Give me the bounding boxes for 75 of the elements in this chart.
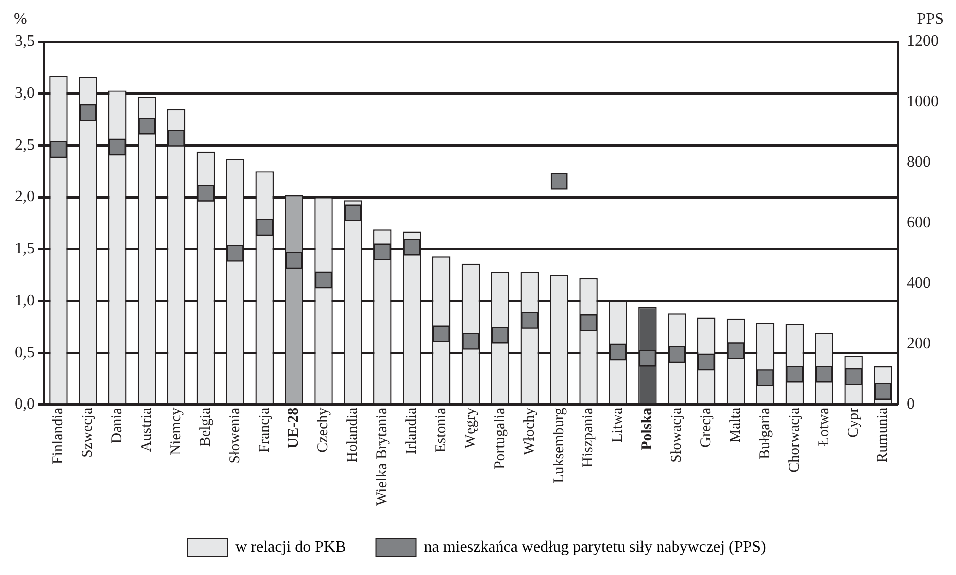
y-axis-title: % xyxy=(14,11,28,28)
y2-tick-label: 0 xyxy=(907,396,915,414)
x-tick-label: Estonia xyxy=(433,408,450,453)
point xyxy=(198,185,214,202)
point xyxy=(728,342,744,360)
y2-tick-label: 1000 xyxy=(907,94,939,111)
x-tick-label: Francja xyxy=(256,408,273,453)
x-tick-label: UE-28 xyxy=(286,408,302,449)
point xyxy=(138,118,156,135)
y2-tick-label: 800 xyxy=(907,154,931,172)
x-tick-label: Słowenia xyxy=(227,408,244,464)
point xyxy=(639,350,656,367)
x-tick-label: Malta xyxy=(728,408,744,443)
y-tick-label: 2,5 xyxy=(15,136,35,154)
point xyxy=(315,272,332,289)
point xyxy=(404,238,420,256)
x-tick-label: Wielka Brytania xyxy=(374,408,391,506)
y-tick-label: 1,5 xyxy=(15,240,35,258)
y2-tick-label: 400 xyxy=(907,275,931,292)
point xyxy=(256,219,274,236)
point xyxy=(109,138,126,156)
legend-label: w relacji do PKB xyxy=(236,539,346,556)
x-tick-label: Bułgaria xyxy=(757,408,774,460)
y-tick-label: 3,0 xyxy=(15,85,35,102)
y-tick-label: 1,0 xyxy=(15,292,35,310)
x-tick-label: Rumunia xyxy=(875,408,892,463)
x-tick-label: Niemcy xyxy=(168,407,184,456)
x-tick-label: Włochy xyxy=(522,407,538,456)
y2-axis-title: PPS xyxy=(917,11,944,28)
x-tick-label: Polska xyxy=(640,407,656,450)
point xyxy=(50,141,68,158)
point xyxy=(550,173,568,190)
point xyxy=(492,326,509,344)
x-tick-label: Austria xyxy=(139,408,156,452)
point xyxy=(286,252,303,270)
point xyxy=(816,366,833,383)
y2-tick-label: 200 xyxy=(907,336,931,353)
x-tick-label: Hiszpania xyxy=(580,408,597,468)
x-tick-label: Portugalia xyxy=(492,408,508,470)
x-tick-label: Holandia xyxy=(345,408,362,463)
y-tick-label: 2,0 xyxy=(15,188,35,206)
y-tick-label: 0,5 xyxy=(15,344,35,362)
x-tick-label: Irlandia xyxy=(404,408,420,455)
point xyxy=(580,314,598,332)
point xyxy=(610,344,627,361)
point xyxy=(168,130,185,147)
legend-label: na mieszkańca według parytetu siły nabywczej (PPS) xyxy=(424,539,766,556)
y2-tick-label: 600 xyxy=(907,214,931,232)
point xyxy=(344,204,362,222)
x-tick-label: Dania xyxy=(110,408,126,444)
point xyxy=(227,245,244,262)
x-tick-label: Szwecja xyxy=(80,408,96,458)
x-tick-label: Słowacja xyxy=(669,408,686,463)
x-tick-label: Czechy xyxy=(316,407,332,453)
x-tick-label: Finlandia xyxy=(50,408,67,465)
point xyxy=(757,370,774,386)
x-tick-label: Grecja xyxy=(698,408,715,448)
x-tick-label: Belgia xyxy=(198,408,214,448)
x-tick-label: Litwa xyxy=(610,408,626,443)
point xyxy=(462,333,480,350)
x-tick-label: Łotwa xyxy=(816,408,832,446)
y-tick-label: 3,5 xyxy=(15,33,35,50)
point xyxy=(522,312,538,329)
point xyxy=(698,354,715,371)
point xyxy=(433,326,450,343)
y2-tick-label: 1200 xyxy=(907,33,939,50)
x-tick-label: Chorwacja xyxy=(786,408,803,473)
y-tick-label: 0,0 xyxy=(15,396,35,414)
x-tick-label: Luksemburg xyxy=(551,407,568,484)
point xyxy=(374,244,392,261)
point xyxy=(668,346,686,364)
point xyxy=(786,366,804,383)
x-tick-label: Cypr xyxy=(846,408,862,438)
point xyxy=(80,104,97,122)
x-tick-label: Węgry xyxy=(462,407,479,449)
